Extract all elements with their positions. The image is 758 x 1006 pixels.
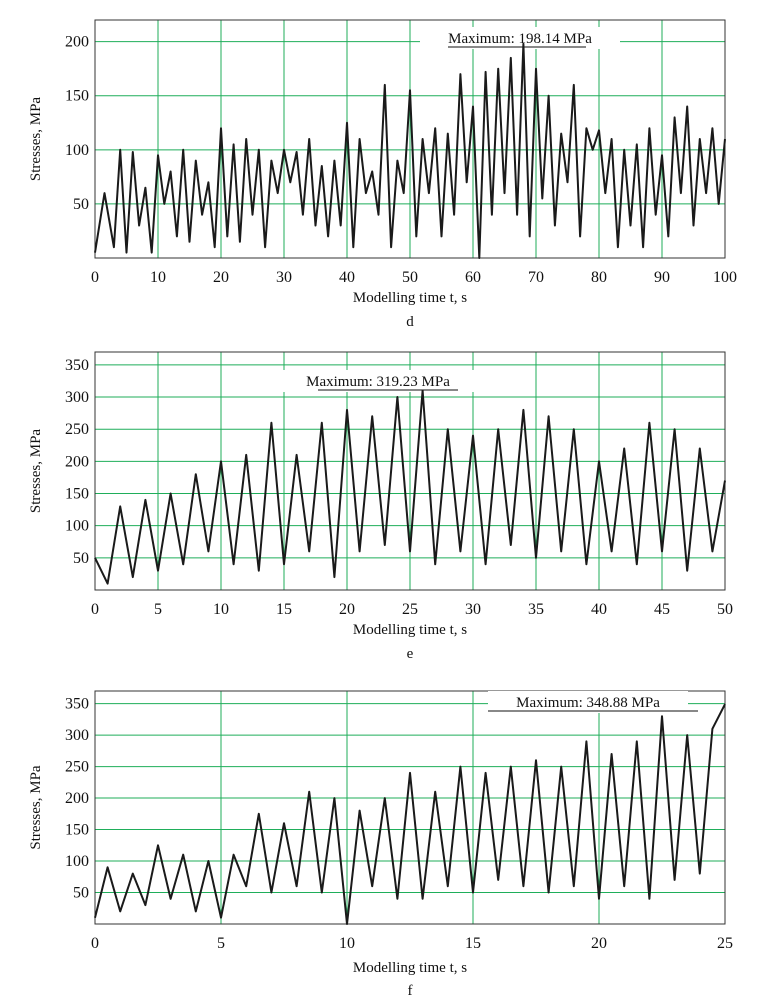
chart-panel-f: Maximum: 348.88 MPa 0 5 10 15 20 25 50 100 150 200… xyxy=(28,690,733,999)
chart-panel-d: Maximum: 198.14 MPa 0 10 20 30 40 50 60 70 80 90 10… xyxy=(28,19,737,330)
plot-frame xyxy=(94,690,726,925)
x-tick-label: 0 xyxy=(91,935,99,952)
plot-frame xyxy=(94,351,726,591)
y-tick-label: 150 xyxy=(65,88,89,105)
maximum-annotation: Maximum: 348.88 MPa xyxy=(516,695,660,711)
x-tick-label: 10 xyxy=(339,935,355,952)
x-tick-label: 100 xyxy=(713,269,737,286)
y-tick-label: 350 xyxy=(65,696,89,713)
panel-label: e xyxy=(407,646,414,662)
x-tick-label: 50 xyxy=(717,601,733,618)
y-axis-label: Stresses, MPa xyxy=(28,429,44,514)
y-tick-label: 50 xyxy=(73,196,89,213)
x-axis-label: Modelling time t, s xyxy=(353,622,467,638)
x-tick-label: 20 xyxy=(213,269,229,286)
x-tick-label: 90 xyxy=(654,269,670,286)
maximum-annotation: Maximum: 319.23 MPa xyxy=(306,374,450,390)
y-tick-label: 150 xyxy=(65,486,89,503)
y-tick-label: 50 xyxy=(73,885,89,902)
y-tick-label: 100 xyxy=(65,853,89,870)
x-tick-label: 70 xyxy=(528,269,544,286)
y-tick-label: 350 xyxy=(65,357,89,374)
annotation-background xyxy=(488,691,688,713)
y-tick-label: 200 xyxy=(65,34,89,51)
x-tick-label: 0 xyxy=(91,601,99,618)
y-tick-label: 250 xyxy=(65,421,89,438)
x-axis-label: Modelling time t, s xyxy=(353,960,467,976)
y-axis-label: Stresses, MPa xyxy=(28,97,44,182)
stress-series-line xyxy=(94,389,726,585)
x-tick-label: 45 xyxy=(654,601,670,618)
y-axis-label: Stresses, MPa xyxy=(28,765,44,850)
x-tick-label: 80 xyxy=(591,269,607,286)
x-tick-label: 5 xyxy=(217,935,225,952)
x-tick-label: 35 xyxy=(528,601,544,618)
x-tick-label: 40 xyxy=(591,601,607,618)
x-tick-label: 30 xyxy=(465,601,481,618)
x-tick-label: 40 xyxy=(339,269,355,286)
y-tick-label: 50 xyxy=(73,550,89,567)
x-tick-label: 0 xyxy=(91,269,99,286)
x-tick-label: 10 xyxy=(150,269,166,286)
y-tick-label: 200 xyxy=(65,453,89,470)
annotation-background xyxy=(420,27,620,49)
x-axis-label: Modelling time t, s xyxy=(353,290,467,306)
annotation-background xyxy=(278,370,478,392)
y-tick-label: 300 xyxy=(65,389,89,406)
x-tick-label: 20 xyxy=(591,935,607,952)
x-tick-label: 5 xyxy=(154,601,162,618)
y-tick-label: 100 xyxy=(65,518,89,535)
stress-series-line xyxy=(94,42,726,259)
x-tick-label: 50 xyxy=(402,269,418,286)
y-tick-label: 100 xyxy=(65,142,89,159)
panel-label: f xyxy=(408,983,413,999)
x-tick-label: 20 xyxy=(339,601,355,618)
x-tick-label: 10 xyxy=(213,601,229,618)
maximum-annotation: Maximum: 198.14 MPa xyxy=(448,31,592,47)
y-tick-label: 150 xyxy=(65,822,89,839)
y-tick-label: 300 xyxy=(65,727,89,744)
chart-panel-e: Maximum: 319.23 MPa 0 5 10 15 20 25 30 35 40 45 50 5… xyxy=(28,351,733,662)
x-tick-label: 25 xyxy=(402,601,418,618)
x-tick-label: 60 xyxy=(465,269,481,286)
x-tick-label: 25 xyxy=(717,935,733,952)
y-tick-label: 250 xyxy=(65,759,89,776)
x-tick-label: 15 xyxy=(276,601,292,618)
x-tick-label: 15 xyxy=(465,935,481,952)
y-tick-label: 200 xyxy=(65,790,89,807)
panel-label: d xyxy=(406,314,414,330)
x-tick-label: 30 xyxy=(276,269,292,286)
stress-series-line xyxy=(94,703,726,925)
